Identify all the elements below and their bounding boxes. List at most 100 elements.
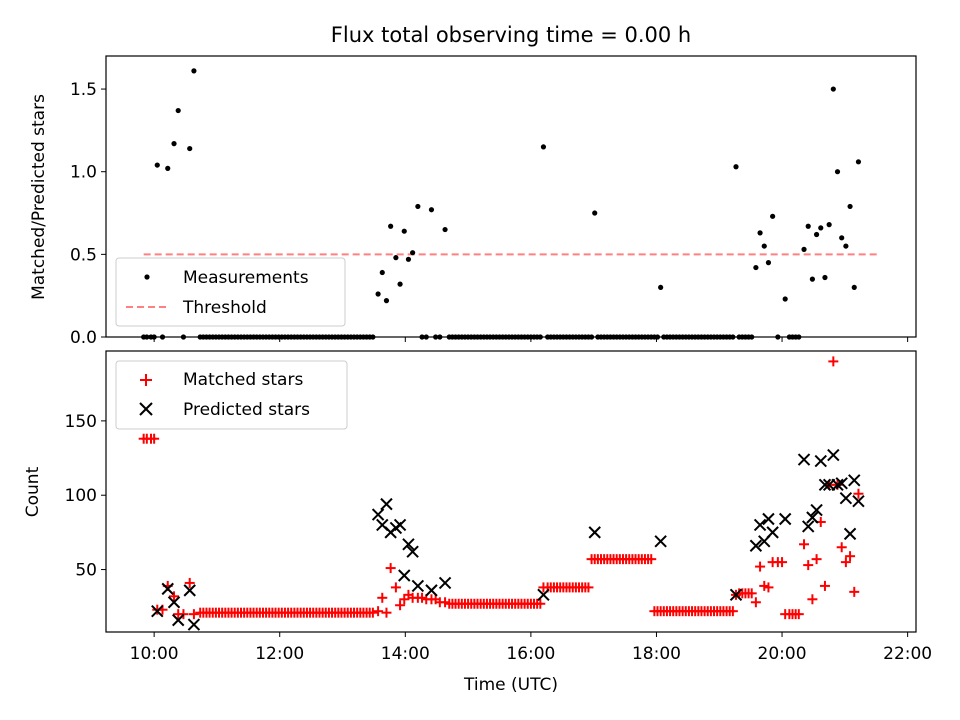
predicted-stars-point <box>806 511 819 524</box>
predicted-stars-point <box>778 512 792 526</box>
x-stroke <box>797 453 811 466</box>
x-stroke <box>848 474 861 487</box>
x-tick-label: 10:00 <box>130 644 179 664</box>
predicted-stars-point <box>835 477 848 490</box>
predicted-stars-point <box>588 526 601 539</box>
matched-stars-point <box>149 433 160 444</box>
measurements-point <box>855 159 862 165</box>
predicted-stars-point <box>167 596 181 609</box>
predicted-stars-point <box>161 582 174 596</box>
measurements-legend-marker <box>144 274 150 280</box>
chart-title: Flux total observing time = 0.00 h <box>331 23 691 47</box>
measurements-point <box>757 230 763 236</box>
x-stroke <box>818 478 832 492</box>
measurements-point <box>753 264 759 271</box>
measurements-point <box>658 284 664 291</box>
y-tick-label: 1.0 <box>70 163 97 183</box>
x-stroke <box>762 512 775 526</box>
matched-stars-point <box>385 563 396 574</box>
matched-stars-point <box>746 588 757 599</box>
x-stroke <box>376 518 389 532</box>
x-tick-label: 12:00 <box>255 644 304 664</box>
matched-stars-point <box>373 606 384 617</box>
x-stroke <box>839 491 853 505</box>
predicted-stars-point <box>753 518 767 532</box>
y-tick-label: 0.5 <box>70 245 97 265</box>
measurements-point <box>540 144 547 150</box>
measurements-point <box>388 223 394 229</box>
x-stroke <box>814 454 827 468</box>
predicted-stars-point <box>172 613 185 627</box>
predicted-stars-point <box>802 520 815 533</box>
measurements-point <box>171 141 177 147</box>
count-x-axis: 10:00 12:00 14:00 16:00 18:00 20:00 22:00 <box>130 632 932 664</box>
measurements-point <box>175 107 181 114</box>
predicted-stars-legend-marker <box>139 402 153 416</box>
x-tick-label: 18:00 <box>632 644 681 664</box>
threshold-legend-label: Threshold <box>182 298 267 318</box>
measurements-point <box>428 207 435 213</box>
x-stroke <box>729 588 743 602</box>
predicted-stars-point <box>827 448 840 462</box>
matched-stars-point <box>395 600 406 611</box>
measurements-point <box>765 260 772 266</box>
x-stroke <box>425 584 438 597</box>
x-stroke <box>753 518 767 532</box>
measurements-point <box>782 296 788 302</box>
x-stroke <box>398 569 411 582</box>
x-stroke <box>167 596 181 609</box>
predicted-stars-point <box>729 588 743 602</box>
matched-stars-point <box>803 560 814 571</box>
measurements-point <box>410 250 416 256</box>
measurements-point <box>826 222 832 228</box>
matched-stars-point <box>535 598 546 609</box>
predicted-stars-point <box>814 454 827 468</box>
measurements-point <box>383 298 390 304</box>
x-stroke <box>588 526 601 539</box>
matched-stars-point <box>583 582 594 593</box>
x-stroke <box>806 511 819 524</box>
count-y-axis: 50 100 150 <box>65 412 106 581</box>
ratio-legend-box <box>115 257 346 327</box>
measurements-point <box>822 274 828 281</box>
matched-stars-point <box>646 554 657 565</box>
matched-stars-point <box>381 607 392 618</box>
predicted-stars-point <box>848 474 861 487</box>
predicted-stars-point <box>818 478 832 492</box>
count-x-axis-label: Time (UTC) <box>463 675 558 695</box>
x-tick-label: 22:00 <box>883 644 932 664</box>
predicted-stars-point <box>839 491 853 505</box>
predicted-stars-point <box>766 526 779 539</box>
measurements-point <box>805 223 811 229</box>
measurements-point <box>847 203 853 210</box>
measurements-point <box>801 246 807 252</box>
predicted-stars-point <box>810 503 823 517</box>
measurements-point <box>830 86 836 92</box>
matched-stars-point <box>793 609 804 620</box>
y-tick-label: 1.5 <box>70 80 97 100</box>
matched-stars-point <box>845 551 856 562</box>
matched-stars-point <box>849 586 860 597</box>
x-stroke <box>371 508 385 521</box>
measurements-point <box>834 169 841 175</box>
count-axes-frame <box>105 350 917 633</box>
measurements-point <box>397 281 403 287</box>
x-tick-label: 16:00 <box>506 644 555 664</box>
matched-stars-point <box>853 488 864 499</box>
y-tick-label: 0.0 <box>70 328 97 348</box>
x-tick-label: 20:00 <box>758 644 807 664</box>
measurements-point <box>770 213 776 219</box>
x-stroke <box>654 535 667 548</box>
x-stroke <box>852 494 865 508</box>
measurements-point <box>761 243 767 249</box>
y-tick-label: 50 <box>75 561 97 581</box>
predicted-stars-point <box>852 494 865 508</box>
matched-stars-point <box>807 594 818 605</box>
x-stroke <box>380 497 393 511</box>
count-plot-area <box>138 356 865 631</box>
measurements-point <box>154 162 160 168</box>
x-stroke <box>537 588 550 602</box>
measurements-point <box>379 269 385 276</box>
x-stroke <box>766 526 779 539</box>
predicted-stars-point <box>797 453 811 466</box>
